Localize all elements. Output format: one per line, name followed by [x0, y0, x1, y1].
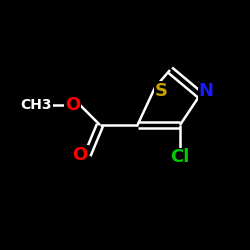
Text: CH3: CH3 — [20, 98, 52, 112]
Text: Cl: Cl — [170, 148, 190, 166]
Text: S: S — [155, 82, 168, 100]
Text: N: N — [199, 82, 214, 100]
Text: O: O — [72, 146, 88, 164]
Text: O: O — [65, 96, 80, 114]
